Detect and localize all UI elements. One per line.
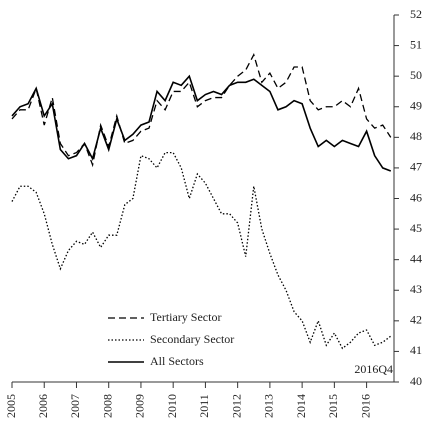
legend-label: All Sectors bbox=[150, 354, 204, 368]
x-tick-label: 2006 bbox=[36, 394, 50, 418]
y-tick-label: 40 bbox=[410, 374, 422, 388]
series-line bbox=[11, 151, 392, 350]
x-tick-label: 2016 bbox=[358, 394, 372, 418]
x-tick-label: 2012 bbox=[229, 394, 243, 418]
x-tick-label: 2009 bbox=[133, 394, 147, 418]
y-tick-label: 47 bbox=[410, 160, 422, 174]
x-tick-label: 2011 bbox=[197, 394, 211, 418]
annotation: 2016Q4 bbox=[354, 362, 393, 376]
y-tick-label: 42 bbox=[410, 313, 422, 327]
y-tick-label: 51 bbox=[410, 37, 422, 51]
legend-label: Tertiary Sector bbox=[150, 310, 221, 324]
y-tick-label: 44 bbox=[410, 251, 422, 265]
series-line bbox=[11, 53, 392, 168]
y-tick-label: 50 bbox=[410, 68, 422, 82]
legend-label: Secondary Sector bbox=[150, 332, 234, 346]
y-tick-label: 48 bbox=[410, 129, 422, 143]
y-tick-label: 49 bbox=[410, 99, 422, 113]
series-line bbox=[11, 74, 392, 172]
y-tick-label: 52 bbox=[410, 7, 422, 21]
x-tick-label: 2008 bbox=[100, 394, 114, 418]
x-tick-label: 2013 bbox=[262, 394, 276, 418]
y-tick-label: 41 bbox=[410, 343, 422, 357]
y-tick-label: 45 bbox=[410, 221, 422, 235]
x-tick-label: 2005 bbox=[4, 394, 18, 418]
y-tick-label: 46 bbox=[410, 190, 422, 204]
x-tick-label: 2015 bbox=[326, 394, 340, 418]
y-tick-label: 43 bbox=[410, 282, 422, 296]
x-tick-label: 2014 bbox=[294, 394, 308, 418]
x-tick-label: 2007 bbox=[68, 394, 82, 418]
x-tick-label: 2010 bbox=[165, 394, 179, 418]
